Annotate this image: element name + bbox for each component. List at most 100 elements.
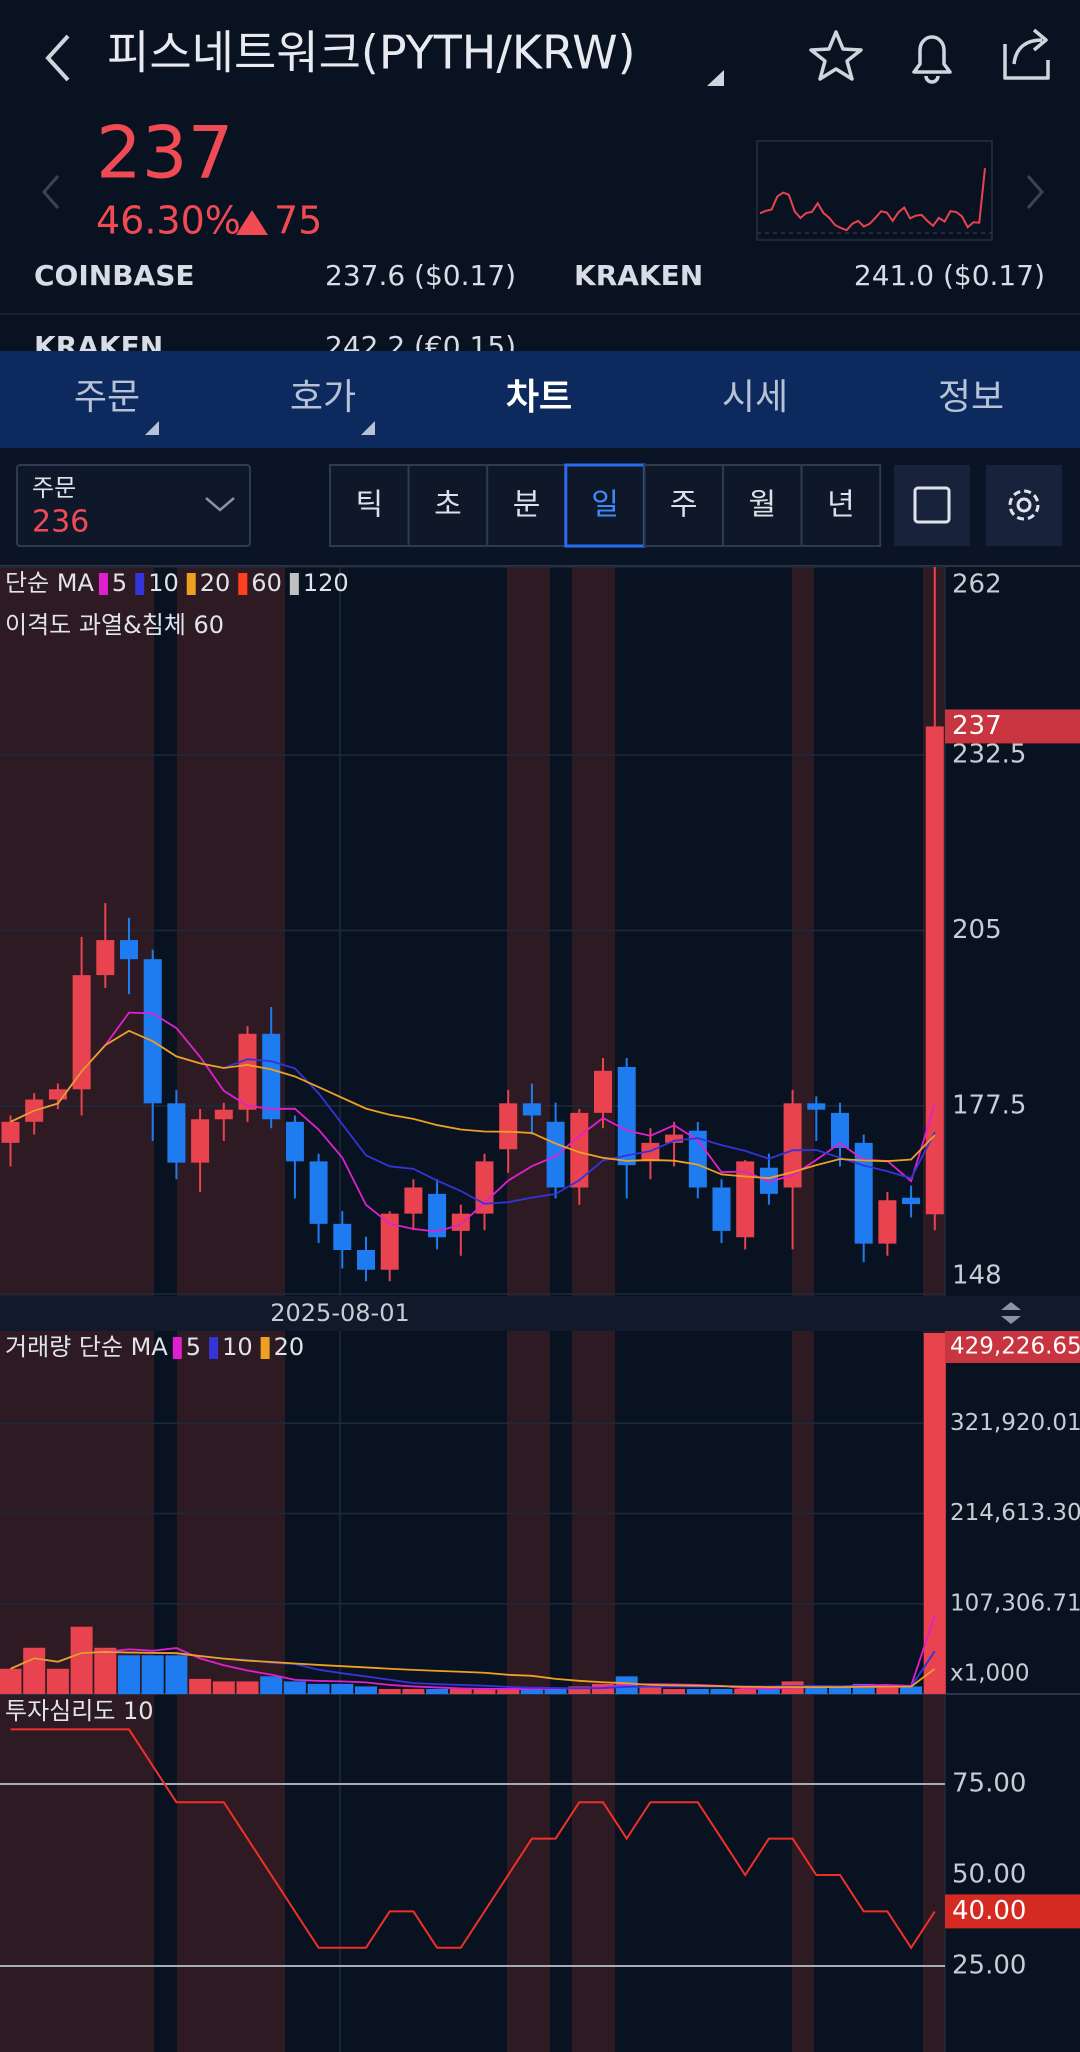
candle-body xyxy=(807,1103,826,1110)
ma-legend-title: 단순 MA xyxy=(5,569,94,597)
candle-body xyxy=(712,1187,731,1231)
y-tick-label: 148 xyxy=(952,1261,1002,1291)
period-label: 분 xyxy=(513,488,541,523)
candle-body xyxy=(191,1119,210,1163)
candle-body xyxy=(451,1213,470,1231)
legend-swatch xyxy=(238,573,248,595)
candle-body xyxy=(143,959,162,1104)
title-dropdown[interactable] xyxy=(707,70,724,86)
legend-swatch xyxy=(289,573,299,595)
candle-body xyxy=(546,1121,565,1188)
candle-body xyxy=(475,1161,494,1214)
legend-label: 20 xyxy=(274,1333,305,1361)
volume-bar xyxy=(639,1686,662,1694)
volume-bar xyxy=(141,1655,164,1694)
candle-body xyxy=(854,1142,873,1244)
y-tick-label: 205 xyxy=(952,915,1002,945)
volume-ma-line xyxy=(10,1614,936,1690)
volume-bar xyxy=(568,1686,591,1694)
prev-button[interactable] xyxy=(42,175,60,209)
date-label: 2025-08-01 xyxy=(270,1299,409,1327)
settings-icon xyxy=(1008,489,1040,521)
volume-bar xyxy=(900,1686,923,1694)
back-button[interactable] xyxy=(45,34,70,82)
volume-bar xyxy=(307,1683,330,1694)
period-button[interactable] xyxy=(800,464,882,547)
period-button[interactable] xyxy=(329,464,410,547)
tab[interactable]: 주문 xyxy=(74,377,140,418)
candle-body xyxy=(641,1142,660,1162)
candle-body xyxy=(380,1213,399,1270)
volume-bar xyxy=(497,1688,520,1694)
volume-bar xyxy=(70,1626,93,1694)
order-chevron xyxy=(205,497,235,512)
legend-label: 20 xyxy=(200,569,231,597)
resize-up[interactable] xyxy=(1001,1302,1021,1310)
resize-down[interactable] xyxy=(1001,1316,1021,1324)
legend-swatch xyxy=(172,1337,182,1359)
period-label: 년 xyxy=(827,488,855,523)
volume-bar xyxy=(378,1688,401,1694)
period-label: 일 xyxy=(591,488,619,523)
period-label: 틱 xyxy=(355,488,383,523)
ma-line xyxy=(10,1029,936,1180)
legend-swatch xyxy=(209,1337,219,1359)
volume-bar xyxy=(710,1688,733,1694)
candle-body xyxy=(665,1134,684,1143)
candle-body xyxy=(120,940,138,960)
y-tick-label: 107,306.715 xyxy=(950,1590,1080,1616)
volume-bar xyxy=(46,1668,69,1694)
alarm-button[interactable] xyxy=(912,35,952,84)
candle-body xyxy=(333,1223,352,1250)
legend-swatch xyxy=(98,573,108,595)
drawing-button[interactable] xyxy=(894,465,970,546)
share-button[interactable] xyxy=(1003,28,1050,80)
volume-bar xyxy=(189,1678,212,1694)
current-sentiment-box xyxy=(945,1894,1080,1929)
change-rate: 46.30% xyxy=(96,199,241,243)
order-value: 236 xyxy=(32,505,89,540)
period-button[interactable] xyxy=(486,464,567,547)
settings-button[interactable] xyxy=(986,465,1062,546)
current-volume-label: 429,226.655 xyxy=(950,1334,1080,1360)
volume-bar xyxy=(0,1668,22,1694)
title: 피스네트워크(PYTH/KRW) xyxy=(107,26,636,80)
tab[interactable]: 시세 xyxy=(722,377,788,418)
candle-body xyxy=(238,1033,257,1110)
period-button[interactable] xyxy=(643,464,725,547)
next-button[interactable] xyxy=(1026,175,1044,209)
candle-body xyxy=(878,1200,897,1244)
candle-body xyxy=(214,1109,233,1120)
candle-body xyxy=(428,1193,447,1238)
drawing-icon xyxy=(913,486,951,524)
current-volume-box xyxy=(945,1331,1080,1363)
candle-body xyxy=(1,1121,20,1143)
order-label: 주문 xyxy=(32,474,76,502)
candle-body xyxy=(309,1161,328,1224)
band xyxy=(0,567,154,1296)
volume-bar xyxy=(331,1683,354,1694)
tab[interactable]: 차트 xyxy=(506,377,572,418)
exchange-list: COINBASE 237.6 ($0.17) KRAKEN 241.0 ($0.… xyxy=(0,259,1080,363)
volume-unit: x1,000 xyxy=(950,1661,1029,1687)
period-button[interactable] xyxy=(564,463,646,548)
candle-body xyxy=(736,1161,755,1238)
volume-bar xyxy=(355,1686,377,1694)
exchange-name: KRAKEN xyxy=(34,330,163,363)
legend-label: 5 xyxy=(186,1333,201,1361)
exchange-name: KRAKEN xyxy=(574,259,703,292)
favorite-button[interactable] xyxy=(809,30,863,81)
mini-chart-frame xyxy=(756,140,993,241)
legend-label: 5 xyxy=(112,569,127,597)
legend-swatch xyxy=(186,573,196,595)
y-tick-label: 214,613.302 xyxy=(950,1500,1080,1526)
candle-body xyxy=(96,940,115,976)
tab[interactable]: 정보 xyxy=(938,377,1004,418)
volume-ma-line xyxy=(10,1651,936,1689)
order-box[interactable] xyxy=(16,464,251,547)
candle-body xyxy=(522,1103,541,1116)
tab[interactable]: 호가 xyxy=(290,377,356,418)
change: 75 xyxy=(274,199,322,243)
candle-body xyxy=(404,1187,423,1214)
exchange-name: COINBASE xyxy=(34,259,195,292)
